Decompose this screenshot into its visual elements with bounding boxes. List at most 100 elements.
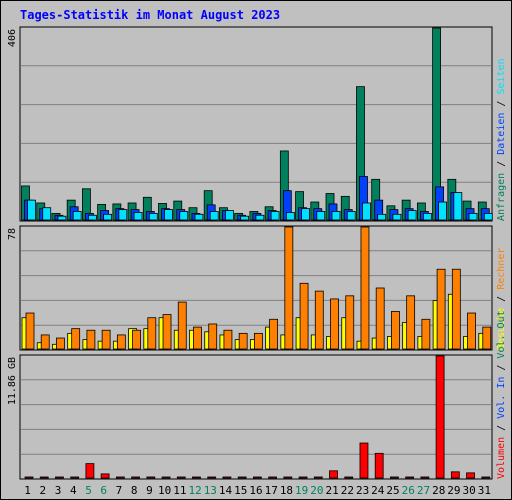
bar-seiten-day-21 bbox=[331, 211, 341, 221]
bar-rechner-day-30 bbox=[467, 312, 476, 350]
bar-rechner-day-10 bbox=[162, 314, 172, 350]
bar-rechner-day-18 bbox=[284, 226, 294, 350]
bar-volumen-day-20 bbox=[313, 476, 323, 479]
bar-seiten-day-5 bbox=[88, 214, 97, 221]
bar-rechner-day-28 bbox=[436, 268, 446, 350]
bar-seiten-day-28 bbox=[438, 201, 447, 221]
bar-rechner-day-8 bbox=[132, 329, 141, 350]
x-tick-label-day-3: 3 bbox=[55, 484, 62, 497]
legend-item-dateien: Dateien bbox=[496, 113, 507, 155]
bar-volumen-day-8 bbox=[131, 476, 140, 479]
legend-separator: / bbox=[496, 419, 507, 437]
bar-volumen-day-14 bbox=[222, 476, 232, 479]
bar-seiten-day-9 bbox=[148, 212, 158, 221]
bar-seiten-day-7 bbox=[118, 209, 128, 221]
bar-volumen-day-2 bbox=[39, 476, 49, 479]
x-tick-label-day-19: 19 bbox=[295, 484, 308, 497]
bar-rechner-day-6 bbox=[101, 329, 111, 350]
bar-seiten-day-8 bbox=[133, 212, 143, 221]
legend-separator: / bbox=[496, 359, 507, 377]
requests-panel-legend: Anfragen / Dateien / Seiten bbox=[496, 58, 507, 221]
bar-volumen-day-3 bbox=[55, 476, 64, 479]
x-tick-label-day-30: 30 bbox=[463, 484, 476, 497]
x-tick-label-day-7: 7 bbox=[116, 484, 123, 497]
bar-volumen-day-10 bbox=[161, 476, 171, 479]
legend-item-vol-in: Vol. In bbox=[496, 377, 507, 419]
legend-item-seiten: Seiten bbox=[496, 58, 507, 94]
bar-rechner-day-26 bbox=[406, 295, 416, 350]
requests-panel-max-label: 406 bbox=[7, 29, 18, 47]
bar-volumen-day-17 bbox=[268, 476, 278, 479]
bar-volumen-day-24 bbox=[374, 452, 384, 479]
bar-rechner-day-23 bbox=[360, 226, 370, 350]
x-tick-label-day-18: 18 bbox=[280, 484, 293, 497]
x-tick-label-day-14: 14 bbox=[219, 484, 233, 497]
bar-volumen-day-31 bbox=[481, 476, 491, 479]
bar-seiten-day-12 bbox=[194, 213, 204, 221]
bar-volumen-day-23 bbox=[359, 442, 369, 479]
legend-item-volumen: Volumen bbox=[496, 437, 507, 479]
bar-rechner-day-20 bbox=[314, 290, 324, 350]
bar-rechner-day-21 bbox=[330, 298, 339, 350]
x-tick-label-day-26: 26 bbox=[402, 484, 415, 497]
x-tick-label-day-16: 16 bbox=[249, 484, 262, 497]
bar-seiten-day-27 bbox=[422, 212, 432, 221]
x-tick-label-day-17: 17 bbox=[265, 484, 278, 497]
bar-volumen-day-13 bbox=[207, 476, 217, 479]
bar-rechner-day-22 bbox=[345, 295, 355, 350]
requests-panel-frame bbox=[19, 26, 493, 222]
bar-seiten-day-29 bbox=[453, 192, 463, 221]
bar-volumen-day-15 bbox=[237, 476, 247, 479]
bar-volumen-day-25 bbox=[390, 476, 399, 479]
bar-seiten-day-30 bbox=[468, 212, 478, 221]
bar-seiten-day-6 bbox=[103, 213, 113, 221]
x-tick-label-day-12: 12 bbox=[188, 484, 201, 497]
bar-seiten-day-14 bbox=[225, 210, 234, 221]
x-tick-label-day-5: 5 bbox=[85, 484, 92, 497]
x-tick-label-day-25: 25 bbox=[386, 484, 399, 497]
bar-seiten-day-20 bbox=[316, 211, 326, 221]
volume-panel-legend: Volumen / Vol. In / Vol. Out bbox=[496, 310, 507, 479]
legend-separator: / bbox=[496, 290, 507, 308]
x-tick-label-day-10: 10 bbox=[158, 484, 171, 497]
legend-item-vol-out: Vol. Out bbox=[496, 310, 507, 358]
bar-rechner-day-17 bbox=[269, 318, 279, 350]
bar-volumen-day-22 bbox=[344, 476, 354, 479]
x-tick-label-day-1: 1 bbox=[24, 484, 31, 497]
bar-rechner-day-13 bbox=[208, 323, 218, 350]
x-tick-label-day-11: 11 bbox=[173, 484, 186, 497]
bar-seiten-day-25 bbox=[392, 213, 402, 221]
bar-rechner-day-1 bbox=[25, 312, 35, 350]
x-tick-label-day-28: 28 bbox=[432, 484, 445, 497]
bar-rechner-day-31 bbox=[482, 326, 492, 350]
bar-volumen-day-28 bbox=[435, 355, 445, 479]
bar-volumen-day-18 bbox=[283, 476, 293, 479]
bar-rechner-day-14 bbox=[223, 329, 233, 350]
bar-seiten-day-22 bbox=[346, 211, 356, 221]
x-tick-label-day-20: 20 bbox=[310, 484, 323, 497]
bar-seiten-day-24 bbox=[377, 213, 387, 221]
bar-seiten-day-26 bbox=[407, 210, 417, 221]
legend-item-besuche: Besuche bbox=[496, 308, 507, 350]
legend-item-anfragen: Anfragen bbox=[496, 173, 507, 221]
x-tick-label-day-24: 24 bbox=[371, 484, 385, 497]
bar-seiten-day-11 bbox=[179, 211, 189, 221]
bar-seiten-day-19 bbox=[301, 208, 310, 221]
bar-rechner-day-5 bbox=[86, 329, 96, 350]
x-tick-label-day-2: 2 bbox=[40, 484, 47, 497]
legend-item-rechner: Rechner bbox=[496, 248, 507, 290]
x-tick-label-day-22: 22 bbox=[341, 484, 354, 497]
x-tick-label-day-6: 6 bbox=[100, 484, 107, 497]
x-tick-label-day-15: 15 bbox=[234, 484, 247, 497]
volume-panel-frame bbox=[19, 354, 493, 480]
bar-volumen-day-21 bbox=[329, 470, 338, 479]
bar-rechner-day-24 bbox=[375, 287, 385, 350]
bar-seiten-day-15 bbox=[240, 215, 250, 221]
bar-volumen-day-7 bbox=[115, 476, 125, 479]
bar-seiten-day-17 bbox=[270, 211, 280, 221]
x-tick-label-day-23: 23 bbox=[356, 484, 369, 497]
x-tick-label-day-27: 27 bbox=[417, 484, 430, 497]
bar-seiten-day-13 bbox=[209, 211, 219, 221]
